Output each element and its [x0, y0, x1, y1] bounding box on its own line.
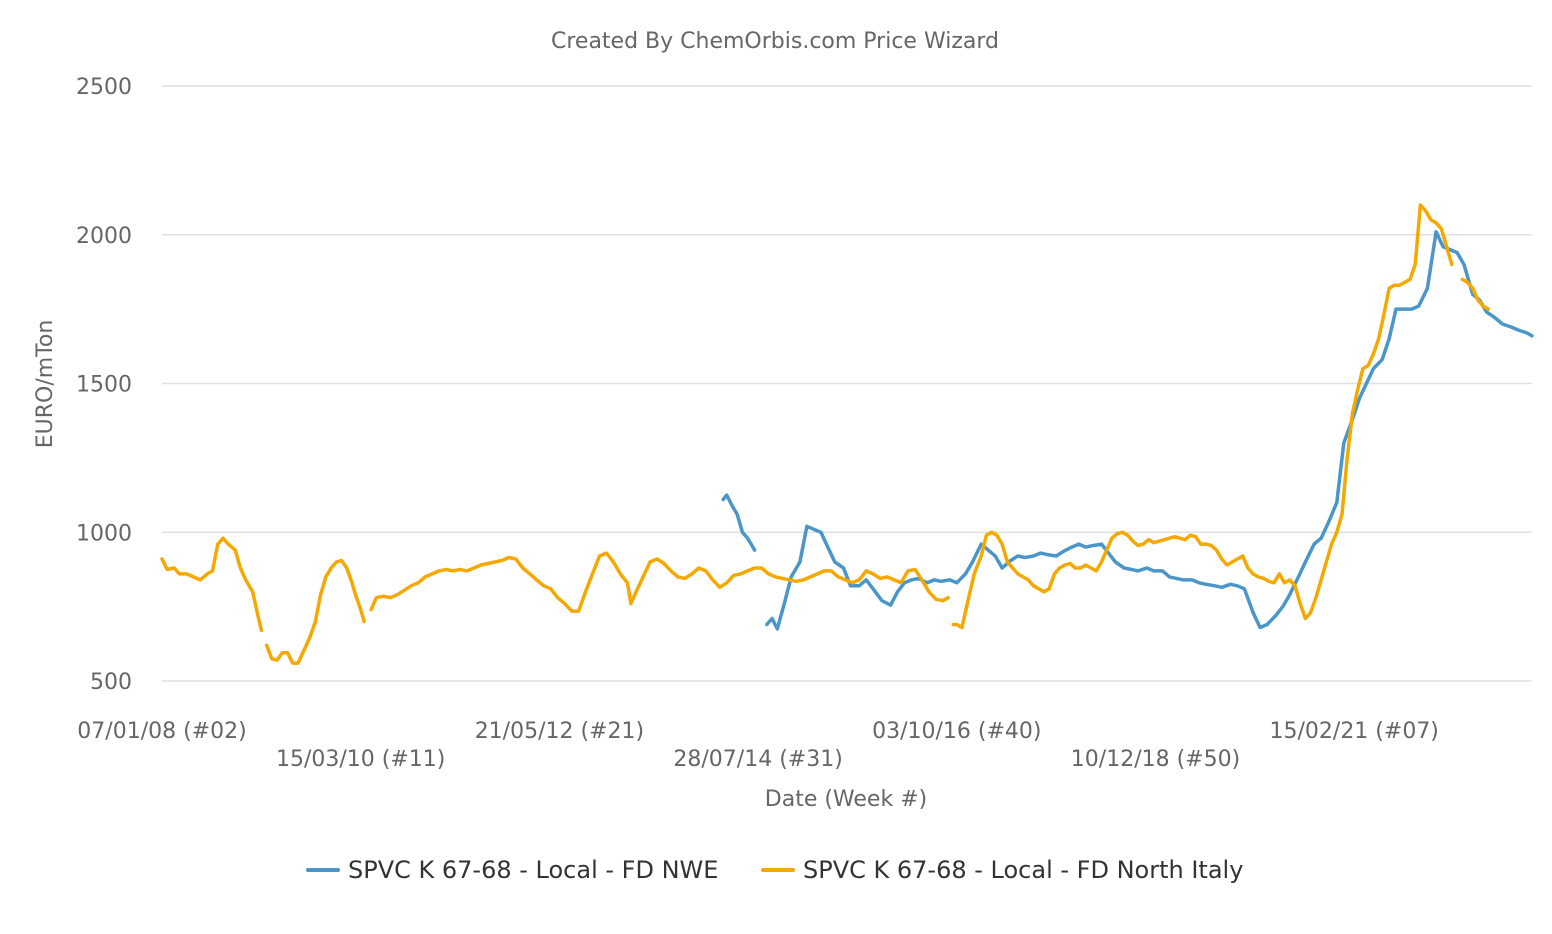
chart-title: Created By ChemOrbis.com Price Wizard	[551, 29, 999, 54]
y-tick-label: 1500	[76, 373, 132, 398]
y-tick-label: 1000	[76, 521, 132, 546]
x-tick-label: 07/01/08 (#02)	[77, 719, 246, 744]
series-line-segment	[369, 551, 950, 613]
series-line-segment	[721, 493, 757, 552]
legend-label-nwe: SPVC K 67-68 - Local - FD NWE	[348, 856, 718, 884]
series-north-italy[interactable]	[160, 203, 1491, 665]
x-axis-title: Date (Week #)	[765, 787, 927, 812]
series-line-segment	[951, 203, 1454, 630]
series-line-segment	[765, 230, 1534, 631]
x-tick-label: 15/02/21 (#07)	[1270, 719, 1439, 744]
y-axis-title: EURO/mTon	[33, 320, 58, 449]
y-tick-label: 500	[90, 670, 132, 695]
series-nwe[interactable]	[721, 230, 1534, 631]
x-axis-ticks: 07/01/08 (#02) 15/03/10 (#11) 21/05/12 (#2…	[77, 719, 1439, 772]
x-tick-label: 28/07/14 (#31)	[673, 747, 842, 772]
y-tick-label: 2500	[76, 75, 132, 100]
legend: SPVC K 67-68 - Local - FD NWE SPVC K 67-…	[306, 856, 1243, 884]
series-line-segment	[264, 558, 366, 665]
y-axis-ticks: 500 1000 1500 2000 2500	[76, 75, 132, 695]
legend-item-nwe[interactable]: SPVC K 67-68 - Local - FD NWE	[306, 856, 718, 884]
x-tick-label: 21/05/12 (#21)	[475, 719, 644, 744]
legend-label-north-italy: SPVC K 67-68 - Local - FD North Italy	[803, 856, 1243, 884]
series-line-segment	[160, 536, 264, 633]
series-lines	[160, 203, 1534, 665]
x-tick-label: 15/03/10 (#11)	[276, 747, 445, 772]
x-tick-label: 03/10/16 (#40)	[872, 719, 1041, 744]
gridlines	[162, 85, 1532, 682]
y-tick-label: 2000	[76, 224, 132, 249]
x-tick-label: 10/12/18 (#50)	[1071, 747, 1240, 772]
series-line-segment	[1460, 277, 1491, 311]
legend-item-north-italy[interactable]: SPVC K 67-68 - Local - FD North Italy	[761, 856, 1243, 884]
